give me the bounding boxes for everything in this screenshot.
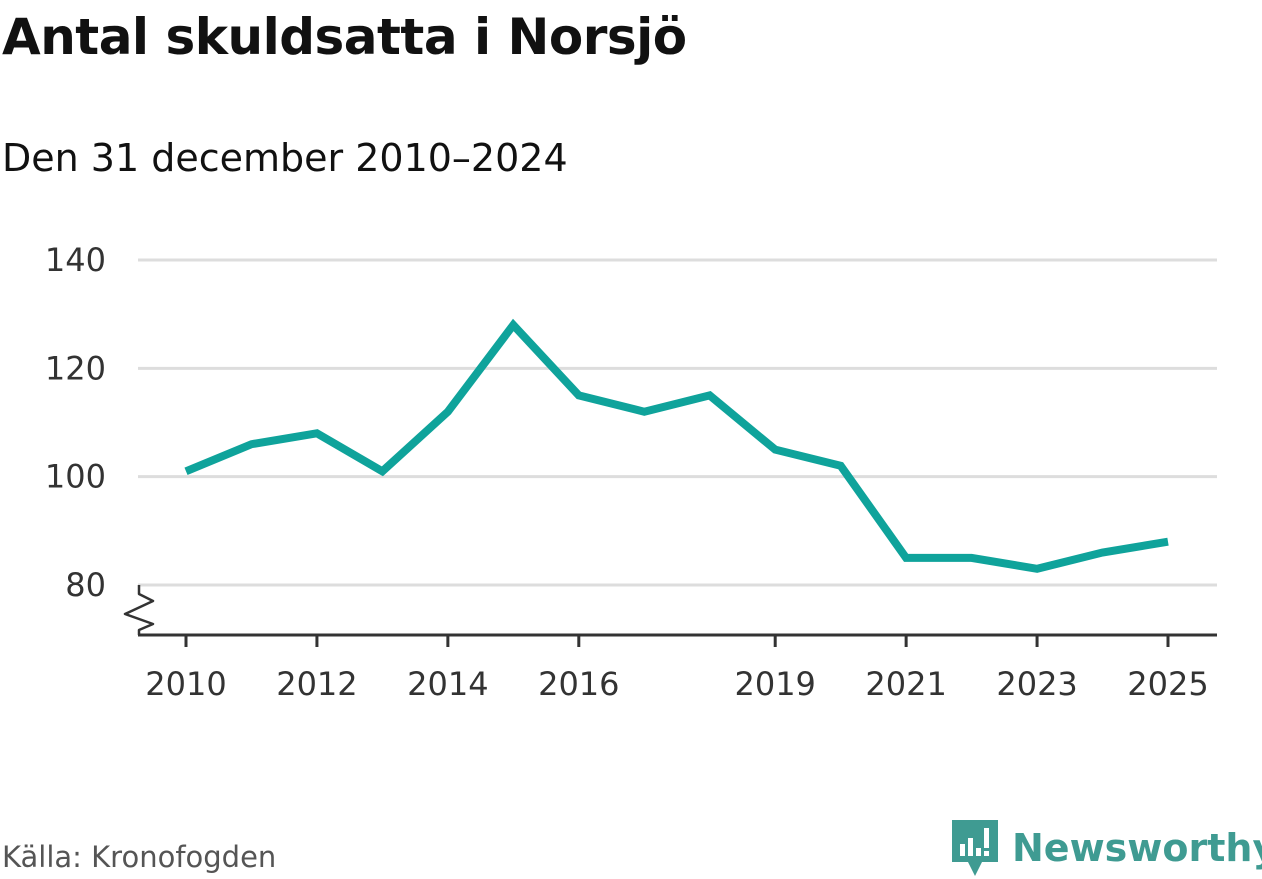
series-line: [184, 318, 1169, 573]
newsworthy-logo: Newsworthy: [950, 818, 1262, 878]
newsworthy-logo-text: Newsworthy: [1012, 826, 1262, 870]
gridlines: [138, 258, 1217, 587]
x-tick-label: 2016: [538, 665, 619, 703]
series-group: [184, 318, 1169, 573]
chart-title: Antal skuldsatta i Norsjö: [2, 8, 687, 66]
y-tick-label: 120: [45, 349, 106, 387]
source-note: Källa: Kronofogden: [2, 840, 277, 874]
x-tick-label: 2012: [276, 665, 357, 703]
axis-break-marker: [123, 585, 155, 635]
y-axis-ticks: 80 100 120 140: [45, 241, 106, 604]
x-axis: [123, 585, 1217, 637]
newsworthy-logo-icon: [952, 820, 998, 876]
x-tick-label: 2021: [865, 665, 946, 703]
x-tick-label: 2014: [407, 665, 488, 703]
x-axis-ticks: 2010 2012 2014 2016 2019 2021 2023 2025: [145, 635, 1209, 703]
line-chart: 80 100 120 140 2010 2012 2014 2016 2019 2021 2023…: [45, 241, 1217, 703]
y-tick-label: 80: [65, 566, 106, 604]
x-tick-label: 2025: [1127, 665, 1208, 703]
x-tick-label: 2023: [996, 665, 1077, 703]
chart-subtitle: Den 31 december 2010–2024: [2, 136, 568, 180]
y-tick-label: 100: [45, 458, 106, 496]
y-tick-label: 140: [45, 241, 106, 279]
x-tick-label: 2019: [734, 665, 815, 703]
x-tick-label: 2010: [145, 665, 226, 703]
